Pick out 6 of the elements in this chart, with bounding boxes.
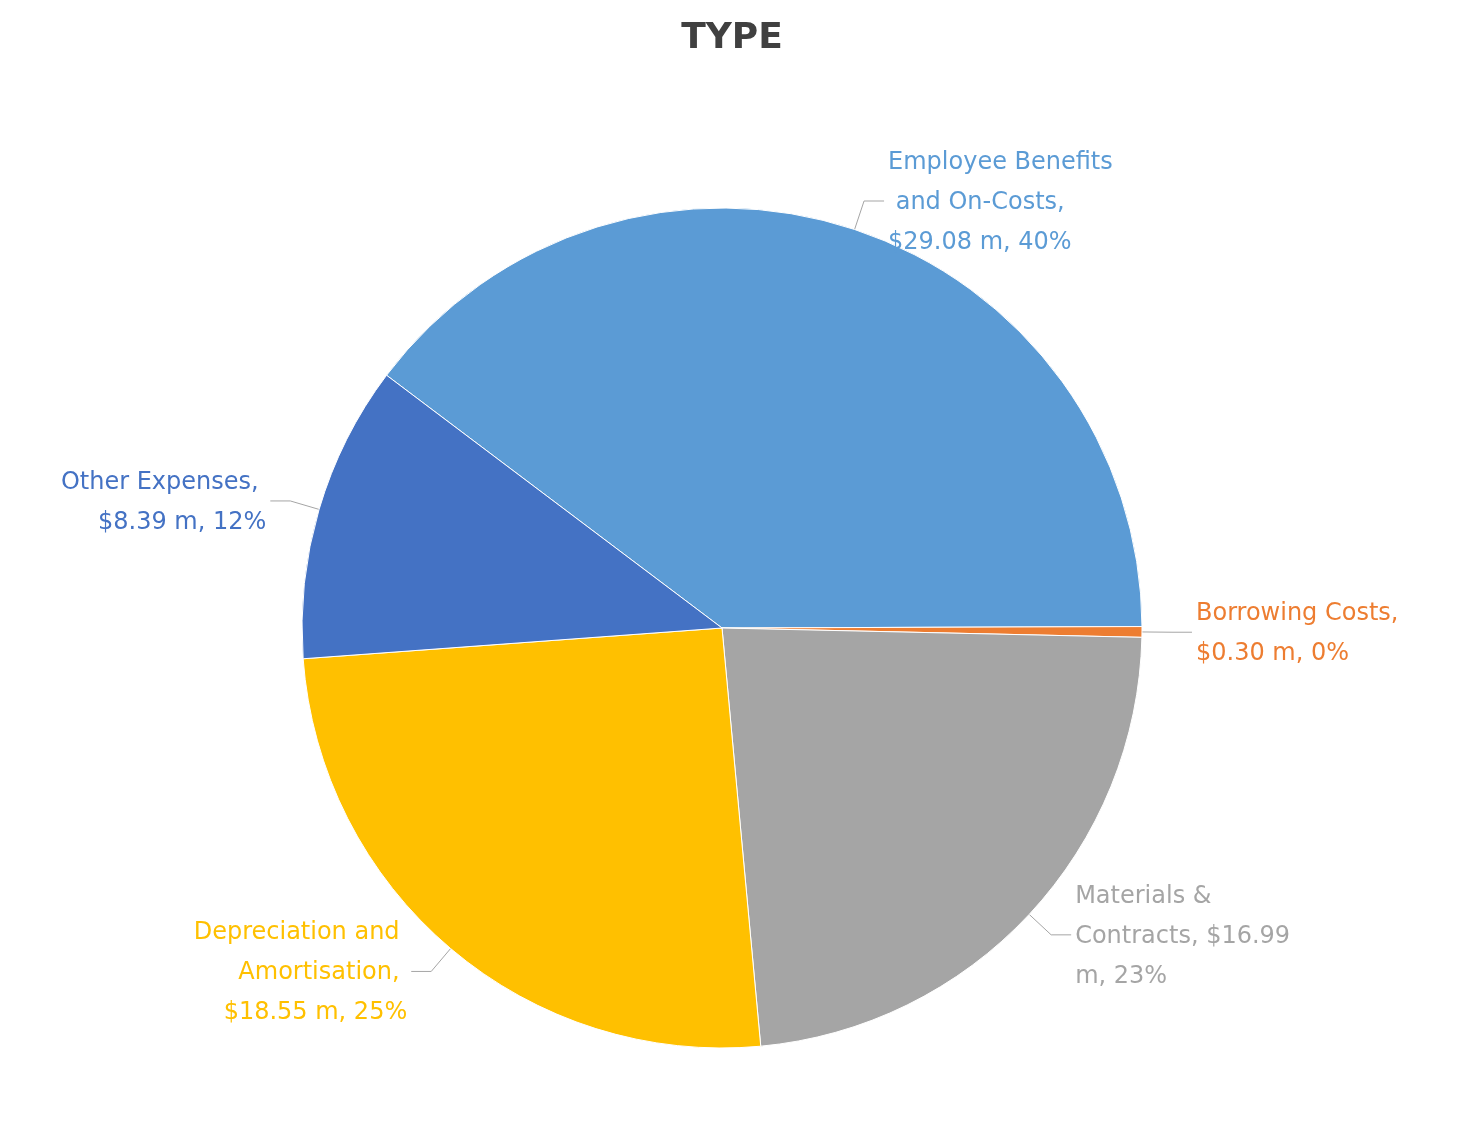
slice-label: Materials & Contracts, $16.99 m, 23% [1075, 880, 1298, 989]
slice-label: Other Expenses, $8.39 m, 12% [60, 466, 267, 535]
slice-label: Employee Benefits and On-Costs, $29.08 m, 40% [888, 147, 1113, 256]
slice-label: Depreciation and Amortisation, $18.55 m, 25% [193, 917, 408, 1026]
slice-label: Borrowing Costs, $0.30 m, 0% [1195, 598, 1407, 667]
chart-title: TYPE [681, 14, 783, 56]
